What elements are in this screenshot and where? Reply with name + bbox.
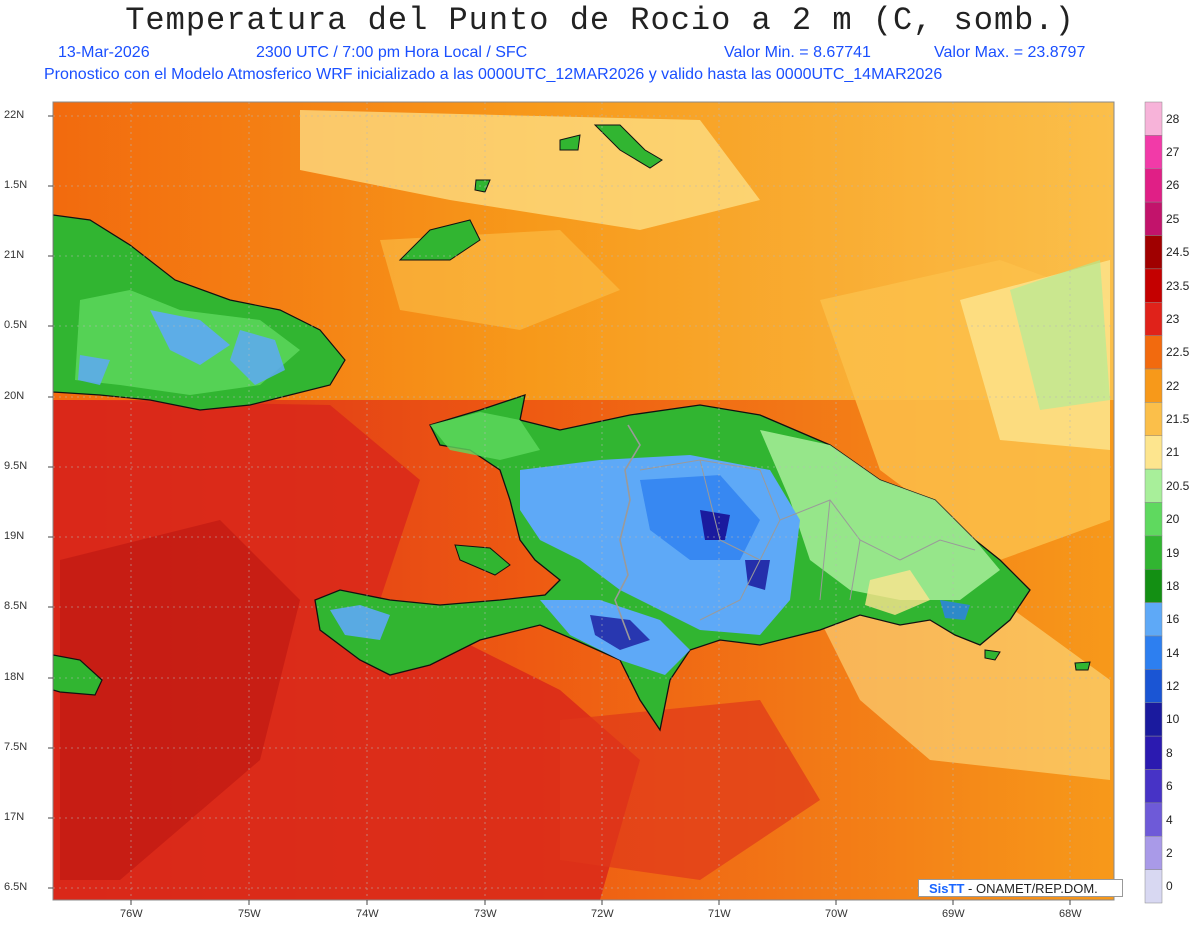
colorbar-swatch [1144,836,1163,870]
lon-label: 75W [238,908,261,920]
min-value: Valor Min. = 8.67741 [724,44,871,61]
colorbar-swatch [1144,135,1163,169]
colorbar-label: 22 [1166,378,1180,393]
credit-box: SisTT - ONAMET/REP.DOM. [918,879,1123,897]
valid-date: 13-Mar-2026 [58,44,150,61]
colorbar-label: 10 [1166,712,1180,727]
colorbar-label: 23 [1166,311,1180,326]
lon-label: 68W [1059,908,1082,920]
colorbar-swatch [1144,802,1163,837]
graticule [53,102,1114,900]
model-info: Pronostico con el Modelo Atmosferico WRF… [44,66,943,83]
jamaica-landmass [53,654,103,696]
lon-label: 69W [942,908,965,920]
lon-label: 72W [591,908,614,920]
bahamas-island [398,219,481,261]
colorbar-label: 21 [1166,445,1180,460]
lat-label: 9.5N [4,460,28,472]
lon-label: 73W [474,908,497,920]
colorbar-label: 0 [1166,879,1173,894]
lat-label: 17N [4,811,25,823]
colorbar-label: 8 [1166,745,1173,760]
colorbar-label: 2 [1166,845,1173,860]
lat-label: 8.5N [4,600,28,612]
colorbar-label: 12 [1166,679,1180,694]
colorbar-label: 20 [1166,512,1180,527]
colorbar-label: 27 [1166,145,1180,160]
colorbar-label: 25 [1166,211,1180,226]
colorbar-swatch [1144,602,1163,637]
colorbar-label: 23.5 [1166,278,1190,293]
lat-label: 1.5N [4,179,28,191]
colorbar-swatch [1144,168,1163,203]
colorbar-swatch [1144,335,1163,370]
gonave-island [454,544,511,576]
colorbar [1144,101,1163,904]
colorbar-label: 22.5 [1166,345,1190,360]
colorbar-label: 18 [1166,578,1180,593]
colorbar-label: 20.5 [1166,478,1190,493]
colorbar-label: 16 [1166,612,1180,627]
lat-label: 21N [4,249,25,261]
colorbar-swatch [1144,402,1163,436]
lat-label: 22N [4,109,25,121]
colorbar-label: 6 [1166,779,1173,794]
colorbar-swatch [1144,101,1163,136]
lat-label: 0.5N [4,319,28,331]
max-value: Valor Max. = 23.8797 [934,44,1086,61]
colorbar-label: 19 [1166,545,1180,560]
colorbar-label: 26 [1166,178,1180,193]
lat-label: 20N [4,390,25,402]
colorbar-swatch [1144,535,1163,570]
lat-label: 6.5N [4,881,28,893]
colorbar-swatch [1144,201,1163,236]
credit-text: - ONAMET/REP.DOM. [964,881,1098,896]
colorbar-swatch [1144,702,1163,737]
sistt-logo: SisTT [929,881,965,896]
lon-label: 74W [356,908,379,920]
colorbar-label: 14 [1166,645,1180,660]
colorbar-swatch [1144,268,1163,303]
colorbar-swatch [1144,635,1163,670]
colorbar-swatch [1144,869,1163,904]
dewpoint-field [53,102,1114,900]
lon-label: 76W [120,908,143,920]
colorbar-swatch [1144,569,1163,603]
lon-label: 71W [708,908,731,920]
valid-time: 2300 UTC / 7:00 pm Hora Local / SFC [256,44,528,61]
lat-label: 18N [4,671,25,683]
colorbar-label: 21.5 [1166,412,1190,427]
colorbar-swatch [1144,468,1163,503]
colorbar-swatch [1144,435,1163,470]
colorbar-swatch [1144,669,1163,703]
lat-label: 7.5N [4,741,28,753]
colorbar-swatch [1144,235,1163,270]
map-title: Temperatura del Punto de Rocio a 2 m (C,… [125,2,1075,39]
lat-label: 19N [4,530,25,542]
colorbar-label: 4 [1166,812,1173,827]
colorbar-label: 28 [1166,111,1180,126]
colorbar-swatch [1144,735,1163,770]
lon-label: 70W [825,908,848,920]
colorbar-swatch [1144,368,1163,403]
colorbar-swatch [1144,769,1163,804]
colorbar-label: 24.5 [1166,245,1190,260]
haiti-dr-border [614,424,641,641]
colorbar-swatch [1144,502,1163,537]
colorbar-swatch [1144,302,1163,336]
